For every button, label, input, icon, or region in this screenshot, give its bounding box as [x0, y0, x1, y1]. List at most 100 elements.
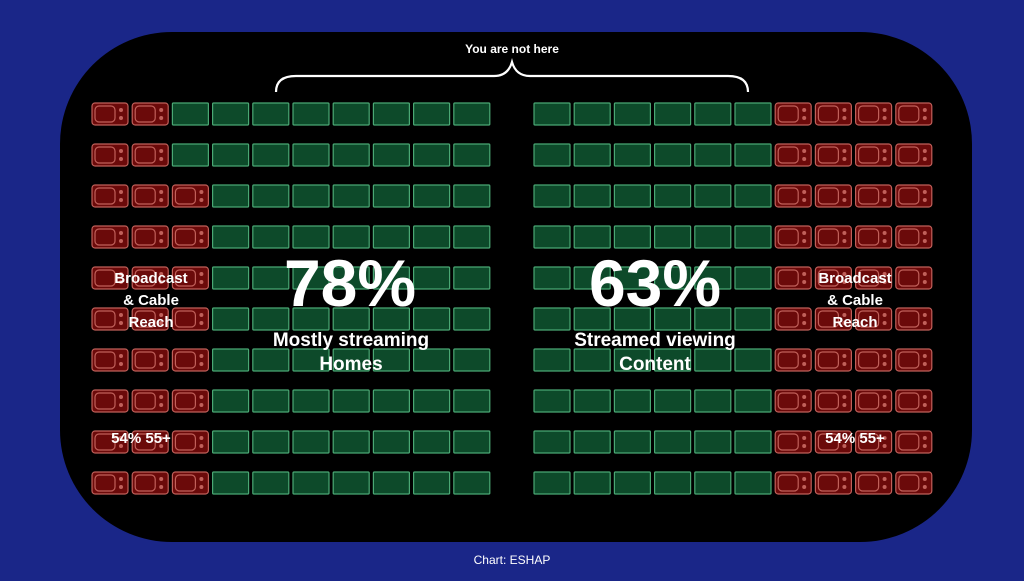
streaming-screen-icon-right-r8-c0	[533, 430, 571, 454]
tv-icon-left-r0-c1	[131, 102, 169, 126]
streaming-screen-icon-left-r7-c8	[413, 389, 451, 413]
tv-icon-left-r6-c0	[91, 348, 129, 372]
streaming-screen-icon-left-r1-c9	[453, 143, 491, 167]
tv-icon-right-r7-c6	[774, 389, 812, 413]
tv-icon-left-r3-c1	[131, 225, 169, 249]
streaming-screen-icon-right-r3-c5	[734, 225, 772, 249]
streaming-screen-icon-right-r6-c3	[653, 348, 692, 372]
tv-icon-right-r3-c9	[895, 225, 933, 249]
streaming-screen-icon-left-r2-c8	[413, 184, 451, 208]
streaming-screen-icon-left-r0-c5	[292, 102, 330, 126]
tv-icon-right-r9-c9	[895, 471, 933, 495]
streaming-screen-icon-left-r1-c3	[212, 143, 250, 167]
streaming-screen-icon-left-r0-c9	[453, 102, 491, 126]
streaming-screen-icon-left-r8-c7	[372, 430, 410, 454]
streaming-screen-icon-right-r4-c0	[533, 266, 571, 290]
streaming-screen-icon-right-r6-c5	[734, 348, 772, 372]
streaming-screen-icon-left-r4-c3	[212, 266, 250, 290]
streaming-screen-icon-right-r3-c4	[694, 225, 732, 249]
left-broadcast-line-3: Reach	[128, 314, 174, 331]
streaming-screen-icon-left-r7-c5	[292, 389, 330, 413]
tv-icon-left-r5-c1	[131, 307, 169, 331]
streaming-screen-icon-right-r2-c2	[613, 184, 652, 208]
left-subtitle: Mostly streaming Homes	[240, 329, 462, 377]
streaming-screen-icon-right-r4-c1	[573, 266, 611, 290]
streaming-screen-icon-left-r3-c4	[252, 225, 290, 249]
tv-icon-left-r3-c2	[171, 225, 209, 249]
streaming-screen-icon-right-r9-c0	[533, 471, 571, 495]
tv-icon-right-r0-c9	[895, 102, 933, 126]
tv-icon-left-r8-c1	[131, 430, 169, 454]
streaming-screen-icon-left-r5-c7	[372, 307, 410, 331]
streaming-screen-icon-left-r5-c9	[453, 307, 491, 331]
streaming-screen-icon-right-r0-c0	[533, 102, 571, 126]
streaming-screen-icon-right-r7-c5	[734, 389, 772, 413]
tv-icon-right-r8-c6	[774, 430, 812, 454]
left-subtitle-line-2: Homes	[319, 354, 383, 375]
you-are-not-here-label: You are not here	[465, 42, 559, 56]
streaming-screen-icon-right-r1-c4	[694, 143, 732, 167]
tv-icon-right-r5-c8	[854, 307, 893, 331]
streaming-screen-icon-left-r5-c6	[332, 307, 370, 331]
streaming-screen-icon-left-r0-c3	[212, 102, 250, 126]
tv-icon-left-r0-c0	[91, 102, 129, 126]
tv-icon-left-r7-c2	[171, 389, 209, 413]
streaming-screen-icon-left-r9-c9	[453, 471, 491, 495]
streaming-screen-icon-left-r4-c5	[292, 266, 330, 290]
streaming-screen-icon-right-r5-c1	[573, 307, 611, 331]
tv-icon-right-r2-c7	[814, 184, 853, 208]
streaming-screen-icon-right-r6-c4	[694, 348, 732, 372]
tv-icon-left-r9-c2	[171, 471, 209, 495]
streaming-screen-icon-right-r9-c3	[653, 471, 692, 495]
streaming-screen-icon-left-r9-c5	[292, 471, 330, 495]
streaming-screen-icon-right-r6-c1	[573, 348, 611, 372]
tv-icon-right-r0-c7	[814, 102, 853, 126]
tv-icon-right-r1-c9	[895, 143, 933, 167]
tv-icon-right-r3-c6	[774, 225, 812, 249]
streaming-screen-icon-right-r0-c3	[653, 102, 692, 126]
streaming-screen-icon-left-r4-c6	[332, 266, 370, 290]
streaming-screen-icon-left-r0-c4	[252, 102, 290, 126]
tv-icon-left-r4-c1	[131, 266, 169, 290]
streaming-screen-icon-left-r1-c4	[252, 143, 290, 167]
streaming-screen-icon-right-r2-c1	[573, 184, 611, 208]
streaming-screen-icon-left-r2-c9	[453, 184, 491, 208]
tv-icon-right-r8-c8	[854, 430, 893, 454]
streaming-screen-icon-left-r8-c4	[252, 430, 290, 454]
tv-icon-right-r7-c8	[854, 389, 893, 413]
left-percent-value: 78%	[283, 246, 417, 320]
left-broadcast-line-1: Broadcast	[114, 270, 188, 287]
left-age-label: 54% 55+	[111, 430, 171, 447]
tv-icon-left-r1-c0	[91, 143, 129, 167]
streaming-screen-icon-left-r4-c8	[413, 266, 451, 290]
streaming-screen-icon-left-r5-c4	[252, 307, 290, 331]
tv-icon-right-r4-c8	[854, 266, 893, 290]
tv-icon-right-r5-c9	[895, 307, 933, 331]
tv-icon-right-r9-c7	[814, 471, 853, 495]
streaming-screen-icon-right-r2-c5	[734, 184, 772, 208]
streaming-screen-icon-left-r8-c9	[453, 430, 491, 454]
brace-icon	[274, 58, 750, 93]
tv-icon-right-r5-c7	[814, 307, 853, 331]
tv-icon-right-r3-c7	[814, 225, 853, 249]
streaming-screen-icon-left-r5-c5	[292, 307, 330, 331]
right-age-label: 54% 55+	[825, 430, 885, 447]
streaming-screen-icon-right-r7-c0	[533, 389, 571, 413]
streaming-screen-icon-left-r6-c7	[372, 348, 410, 372]
streaming-screen-icon-right-r3-c1	[573, 225, 611, 249]
streaming-screen-icon-left-r3-c7	[372, 225, 410, 249]
tv-icon-right-r6-c9	[895, 348, 933, 372]
streaming-screen-icon-left-r3-c9	[453, 225, 491, 249]
streaming-screen-icon-left-r5-c3	[212, 307, 250, 331]
streaming-screen-icon-left-r0-c7	[372, 102, 410, 126]
tv-icon-right-r8-c9	[895, 430, 933, 454]
tv-icon-left-r6-c2	[171, 348, 209, 372]
tv-icon-left-r5-c0	[91, 307, 129, 331]
tv-icon-right-r0-c6	[774, 102, 812, 126]
streaming-screen-icon-right-r7-c3	[653, 389, 692, 413]
streaming-screen-icon-left-r0-c8	[413, 102, 451, 126]
streaming-screen-icon-left-r8-c8	[413, 430, 451, 454]
tv-icon-left-r9-c0	[91, 471, 129, 495]
tv-icon-left-r7-c1	[131, 389, 169, 413]
streaming-screen-icon-left-r1-c7	[372, 143, 410, 167]
